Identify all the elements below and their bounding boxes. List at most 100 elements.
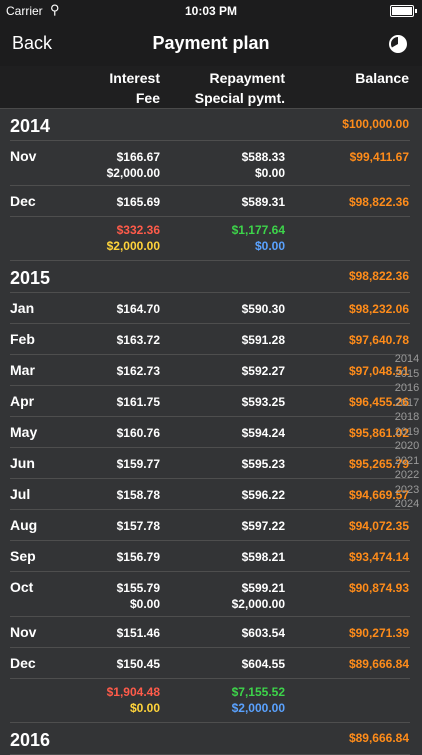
balance-value: $97,640.78: [348, 333, 409, 347]
navigation-bar: Back Payment plan: [0, 22, 422, 67]
month-row[interactable]: Aug $157.78 $597.22 $94,072.35: [0, 509, 422, 540]
month-label: Nov: [10, 624, 37, 640]
month-row[interactable]: Sep $156.79 $598.21 $93,474.14: [0, 540, 422, 571]
year-header-row: 2014 $100,000.00: [0, 108, 422, 140]
interest-value: $150.45: [116, 657, 160, 671]
year-start-balance: $100,000.00: [342, 117, 409, 131]
interest-value: $157.78: [116, 519, 160, 533]
interest-value: $164.70: [116, 302, 160, 316]
row-separator: [10, 509, 410, 510]
month-row[interactable]: Oct $155.79 $0.00 $599.21 $2,000.00 $90,874.9…: [0, 571, 422, 616]
year-index-item[interactable]: 2022: [394, 469, 420, 481]
back-button[interactable]: Back: [12, 33, 53, 53]
repayment-value: $599.21: [241, 581, 285, 595]
balance-value: $94,669.57: [348, 488, 409, 502]
row-separator: [10, 571, 410, 572]
month-row[interactable]: May $160.76 $594.24 $95,861.02: [0, 416, 422, 447]
year-index-item[interactable]: 2016: [394, 382, 420, 394]
year-index-item[interactable]: 2019: [394, 425, 420, 438]
balance-value: $90,874.93: [348, 581, 409, 595]
year-header-row: 2016 $89,666.84: [0, 722, 422, 754]
interest-value: $156.79: [116, 550, 160, 564]
year-start-balance: $89,666.84: [348, 731, 409, 745]
repayment-value: $588.33: [241, 150, 285, 164]
year-label: 2014: [10, 116, 51, 136]
year-index-item[interactable]: 2023: [394, 483, 420, 496]
month-row[interactable]: Jul $158.78 $596.22 $94,669.57: [0, 478, 422, 509]
year-header-row: 2015 $98,822.36: [0, 260, 422, 292]
balance-value: $89,666.84: [348, 657, 409, 671]
row-separator: [10, 385, 410, 386]
payment-table[interactable]: 2014 $100,000.00 Nov $166.67 $2,000.00 $588.3…: [0, 108, 422, 755]
fee-value: $0.00: [129, 597, 160, 611]
year-index-item[interactable]: 2018: [394, 411, 420, 423]
month-row[interactable]: Jun $159.77 $595.23 $95,265.79: [0, 447, 422, 478]
month-row[interactable]: Feb $163.72 $591.28 $97,640.78: [0, 323, 422, 354]
month-label: Aug: [10, 517, 38, 533]
fee-total: $2,000.00: [106, 239, 160, 253]
row-separator: [10, 647, 410, 648]
row-separator: [10, 140, 410, 141]
month-label: Jul: [10, 486, 31, 502]
repayment-value: $598.21: [241, 550, 285, 564]
balance-value: $93,474.14: [348, 550, 409, 564]
month-label: May: [10, 424, 38, 440]
month-label: Nov: [10, 148, 37, 164]
month-label: Mar: [10, 362, 35, 378]
month-row[interactable]: Mar $162.73 $592.27 $97,048.51: [0, 354, 422, 385]
status-time: 10:03 PM: [184, 4, 238, 18]
repayment-header: Repayment: [209, 70, 285, 86]
repayment-value: $604.55: [241, 657, 285, 671]
interest-value: $163.72: [116, 333, 160, 347]
row-separator: [10, 216, 410, 217]
row-separator: [10, 416, 410, 417]
year-index-item[interactable]: 2017: [394, 396, 420, 409]
repayment-value: $591.28: [241, 333, 285, 347]
month-row[interactable]: Apr $161.75 $593.25 $96,455.26: [0, 385, 422, 416]
year-index-item[interactable]: 2014: [394, 353, 420, 365]
page-title: Payment plan: [152, 33, 270, 53]
repayment-total: $7,155.52: [231, 685, 285, 699]
year-index-item[interactable]: 2020: [394, 440, 420, 452]
year-index[interactable]: 2014 2015 2016 2017 2018 2019 2020 2021 2022 2023…: [394, 352, 420, 512]
repayment-value: $594.24: [241, 426, 285, 440]
special-payment-value: $2,000.00: [231, 597, 285, 611]
balance-value: $97,048.51: [348, 364, 409, 378]
interest-value: $161.75: [116, 395, 160, 409]
row-separator: [10, 354, 410, 355]
balance-value: $98,822.36: [348, 195, 409, 209]
row-separator: [10, 323, 410, 324]
interest-value: $155.79: [116, 581, 160, 595]
year-start-balance: $98,822.36: [348, 269, 409, 283]
row-separator: [10, 540, 410, 541]
repayment-total: $1,177.64: [231, 223, 285, 237]
special-payment-value: $0.00: [254, 166, 285, 180]
special-header: Special pymt.: [194, 90, 285, 106]
fee-header: Fee: [135, 90, 160, 106]
repayment-value: $596.22: [241, 488, 285, 502]
row-separator: [10, 185, 410, 186]
month-row[interactable]: Nov $151.46 $603.54 $90,271.39: [0, 616, 422, 647]
column-header: Interest Fee Repayment Special pymt. Bal…: [0, 66, 422, 109]
repayment-value: $595.23: [241, 457, 285, 471]
pie-chart-icon[interactable]: [388, 34, 408, 54]
balance-value: $94,072.35: [348, 519, 409, 533]
month-label: Dec: [10, 655, 36, 671]
year-label: 2015: [10, 268, 51, 288]
balance-value: $95,265.79: [348, 457, 409, 471]
month-row[interactable]: Nov $166.67 $2,000.00 $588.33 $0.00 $99,411.6…: [0, 140, 422, 185]
year-index-item[interactable]: 2024: [394, 498, 420, 510]
battery-icon: [390, 5, 417, 17]
interest-value: $162.73: [116, 364, 160, 378]
fee-total: $0.00: [129, 701, 160, 715]
balance-value: $99,411.67: [349, 150, 409, 164]
month-row[interactable]: Dec $165.69 $589.31 $98,822.36: [0, 185, 422, 216]
interest-total: $1,904.48: [106, 685, 160, 699]
interest-value: $160.76: [116, 426, 160, 440]
year-totals-row: $1,904.48 $0.00 $7,155.52 $2,000.00: [0, 678, 422, 722]
interest-header: Interest: [109, 70, 160, 86]
year-index-item[interactable]: 2021: [394, 454, 420, 467]
month-row[interactable]: Dec $150.45 $604.55 $89,666.84: [0, 647, 422, 678]
year-index-item[interactable]: 2015: [394, 367, 420, 380]
month-row[interactable]: Jan $164.70 $590.30 $98,232.06: [0, 292, 422, 323]
